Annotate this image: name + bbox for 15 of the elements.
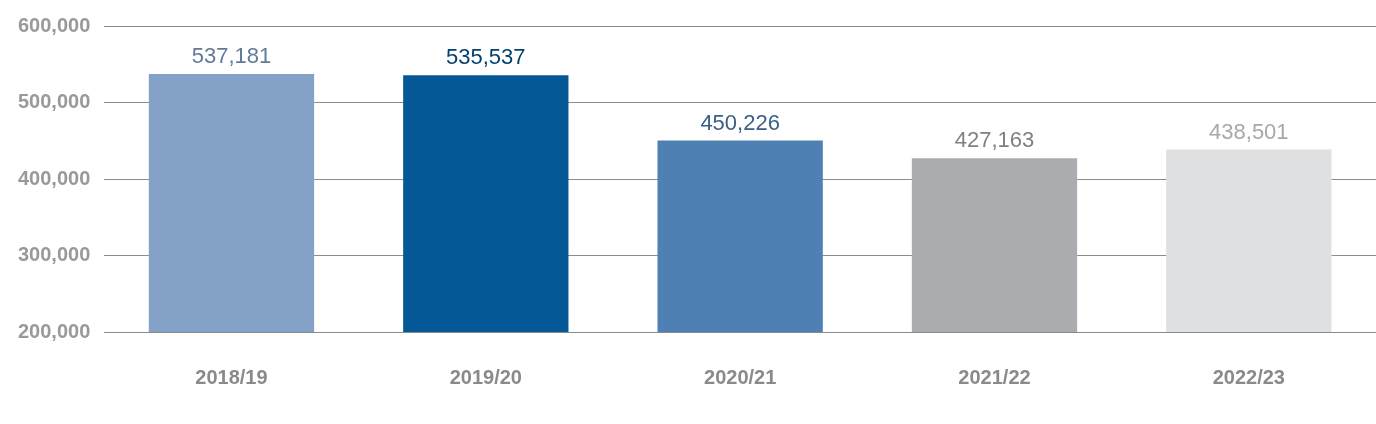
- x-tick-label: 2021/22: [958, 365, 1031, 388]
- data-label: 537,181: [191, 43, 272, 69]
- data-label: 450,226: [700, 109, 780, 135]
- y-tick-label: 300,000: [18, 243, 91, 266]
- x-tick-label: 2018/19: [195, 365, 268, 388]
- data-label: 427,163: [954, 127, 1035, 153]
- data-label: 438,501: [1209, 118, 1289, 144]
- y-tick-label: 500,000: [18, 90, 91, 113]
- y-tick-label: 200,000: [18, 319, 91, 342]
- x-tick-label: 2022/23: [1212, 365, 1285, 388]
- y-tick-label: 600,000: [18, 13, 91, 36]
- x-tick-label: 2020/21: [704, 365, 777, 388]
- y-tick-label: 400,000: [18, 166, 91, 189]
- x-tick-label: 2019/20: [449, 365, 522, 388]
- data-label: 535,537: [446, 44, 526, 70]
